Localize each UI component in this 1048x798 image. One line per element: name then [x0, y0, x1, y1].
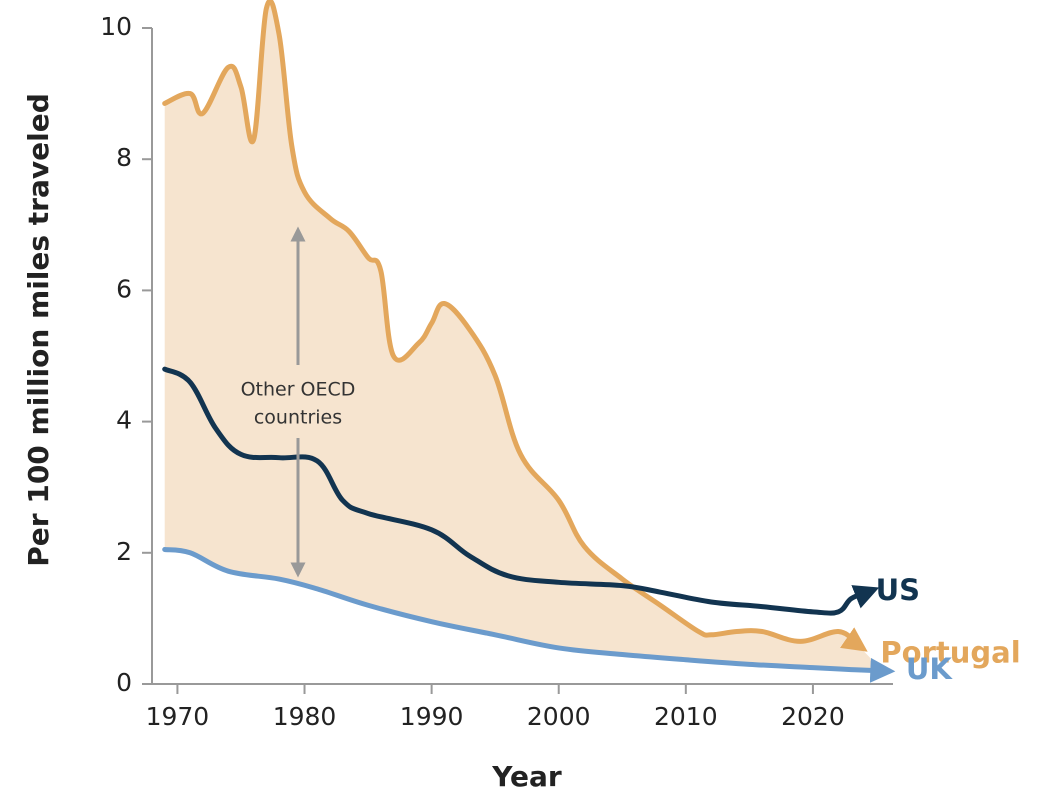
legend-label: UK: [906, 652, 954, 686]
y-tick-label: 0: [116, 668, 132, 697]
y-tick-label: 10: [100, 12, 132, 41]
y-tick-label: 2: [116, 537, 132, 566]
annotation: countries: [254, 407, 342, 429]
x-tick-label: 2010: [654, 702, 718, 731]
y-axis-title: Per 100 million miles traveled: [22, 93, 55, 566]
x-axis-title: Year: [491, 760, 562, 793]
x-tick-label: 2000: [527, 702, 591, 731]
annotation: Other OECD: [241, 379, 356, 401]
band: [164, 0, 883, 671]
legend-label: Portugal: [880, 636, 1020, 670]
x-tick-label: 1980: [273, 702, 337, 731]
legend-label: US: [876, 573, 920, 607]
y-tick-label: 8: [116, 143, 132, 172]
line: [162, 366, 880, 616]
y-tick-label: 6: [116, 274, 132, 303]
line: [162, 547, 896, 683]
x-tick-label: 1970: [146, 702, 210, 731]
x-tick-label: 1990: [400, 702, 464, 731]
y-tick-label: 4: [116, 406, 132, 435]
x-tick-label: 2020: [781, 702, 845, 731]
line: [162, 0, 868, 652]
